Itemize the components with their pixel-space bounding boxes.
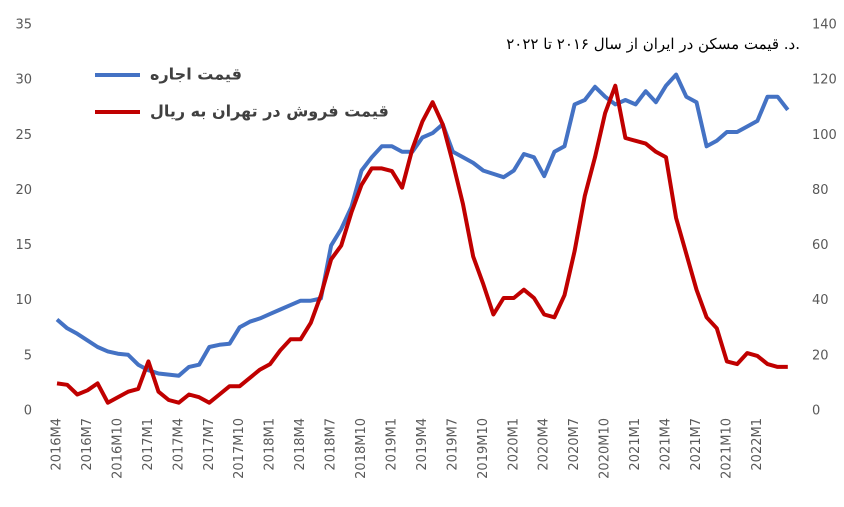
x-tick-label: 2018M10 — [354, 418, 369, 479]
x-tick-label: 2021M1 — [628, 418, 643, 471]
y-tick-label: 10 — [15, 293, 32, 308]
y2-tick-label: 40 — [812, 293, 829, 308]
x-tick-label: 2018M7 — [324, 418, 339, 471]
x-tick-label: 2017M4 — [171, 418, 186, 471]
x-tick-label: 2017M1 — [141, 418, 156, 471]
legend-label: قیمت فروش در تهران به ریال — [150, 102, 389, 121]
x-tick-label: 2018M1 — [263, 418, 278, 471]
x-tick-label: 2017M10 — [232, 418, 247, 479]
x-tick-label: 2019M10 — [476, 418, 491, 479]
y2-tick-label: 0 — [812, 404, 820, 419]
x-tick-label: 2019M7 — [445, 418, 460, 471]
y-tick-label: 5 — [24, 348, 32, 363]
y2-tick-label: 100 — [812, 128, 837, 143]
x-tick-label: 2020M10 — [598, 418, 613, 479]
x-tick-label: 2021M10 — [719, 418, 734, 479]
x-tick-label: 2021M7 — [689, 418, 704, 471]
x-tick-label: 2020M4 — [537, 418, 552, 471]
series-line — [55, 72, 790, 378]
x-tick-label: 2019M1 — [384, 418, 399, 471]
y2-tick-label: 80 — [812, 183, 829, 198]
y-tick-label: 20 — [15, 183, 32, 198]
x-tick-label: 2020M1 — [506, 418, 521, 471]
y2-tick-label: 120 — [812, 73, 837, 88]
series-line — [56, 83, 788, 405]
x-tick-label: 2018M4 — [293, 418, 308, 471]
x-tick-label: 2019M4 — [415, 418, 430, 471]
x-tick-label: 2021M4 — [659, 418, 674, 471]
y-tick-label: 25 — [15, 128, 32, 143]
chart-title: د. قیمت مسکن در ایران از سال ۲۰۱۶ تا ۲۰۲… — [506, 35, 800, 53]
y-tick-label: 30 — [15, 73, 32, 88]
y2-tick-label: 20 — [812, 348, 829, 363]
x-tick-label: 2022M1 — [750, 418, 765, 471]
legend-label: قیمت اجاره — [150, 65, 242, 84]
x-tick-label: 2020M7 — [567, 418, 582, 471]
y-tick-label: 15 — [15, 238, 32, 253]
y2-tick-label: 140 — [812, 18, 837, 33]
x-tick-label: 2016M10 — [110, 418, 125, 479]
y2-tick-label: 60 — [812, 238, 829, 253]
x-tick-label: 2017M7 — [202, 418, 217, 471]
y-tick-label: 0 — [24, 404, 32, 419]
x-tick-label: 2016M4 — [50, 418, 65, 471]
x-tick-label: 2016M7 — [80, 418, 95, 471]
y-tick-label: 35 — [15, 18, 32, 33]
